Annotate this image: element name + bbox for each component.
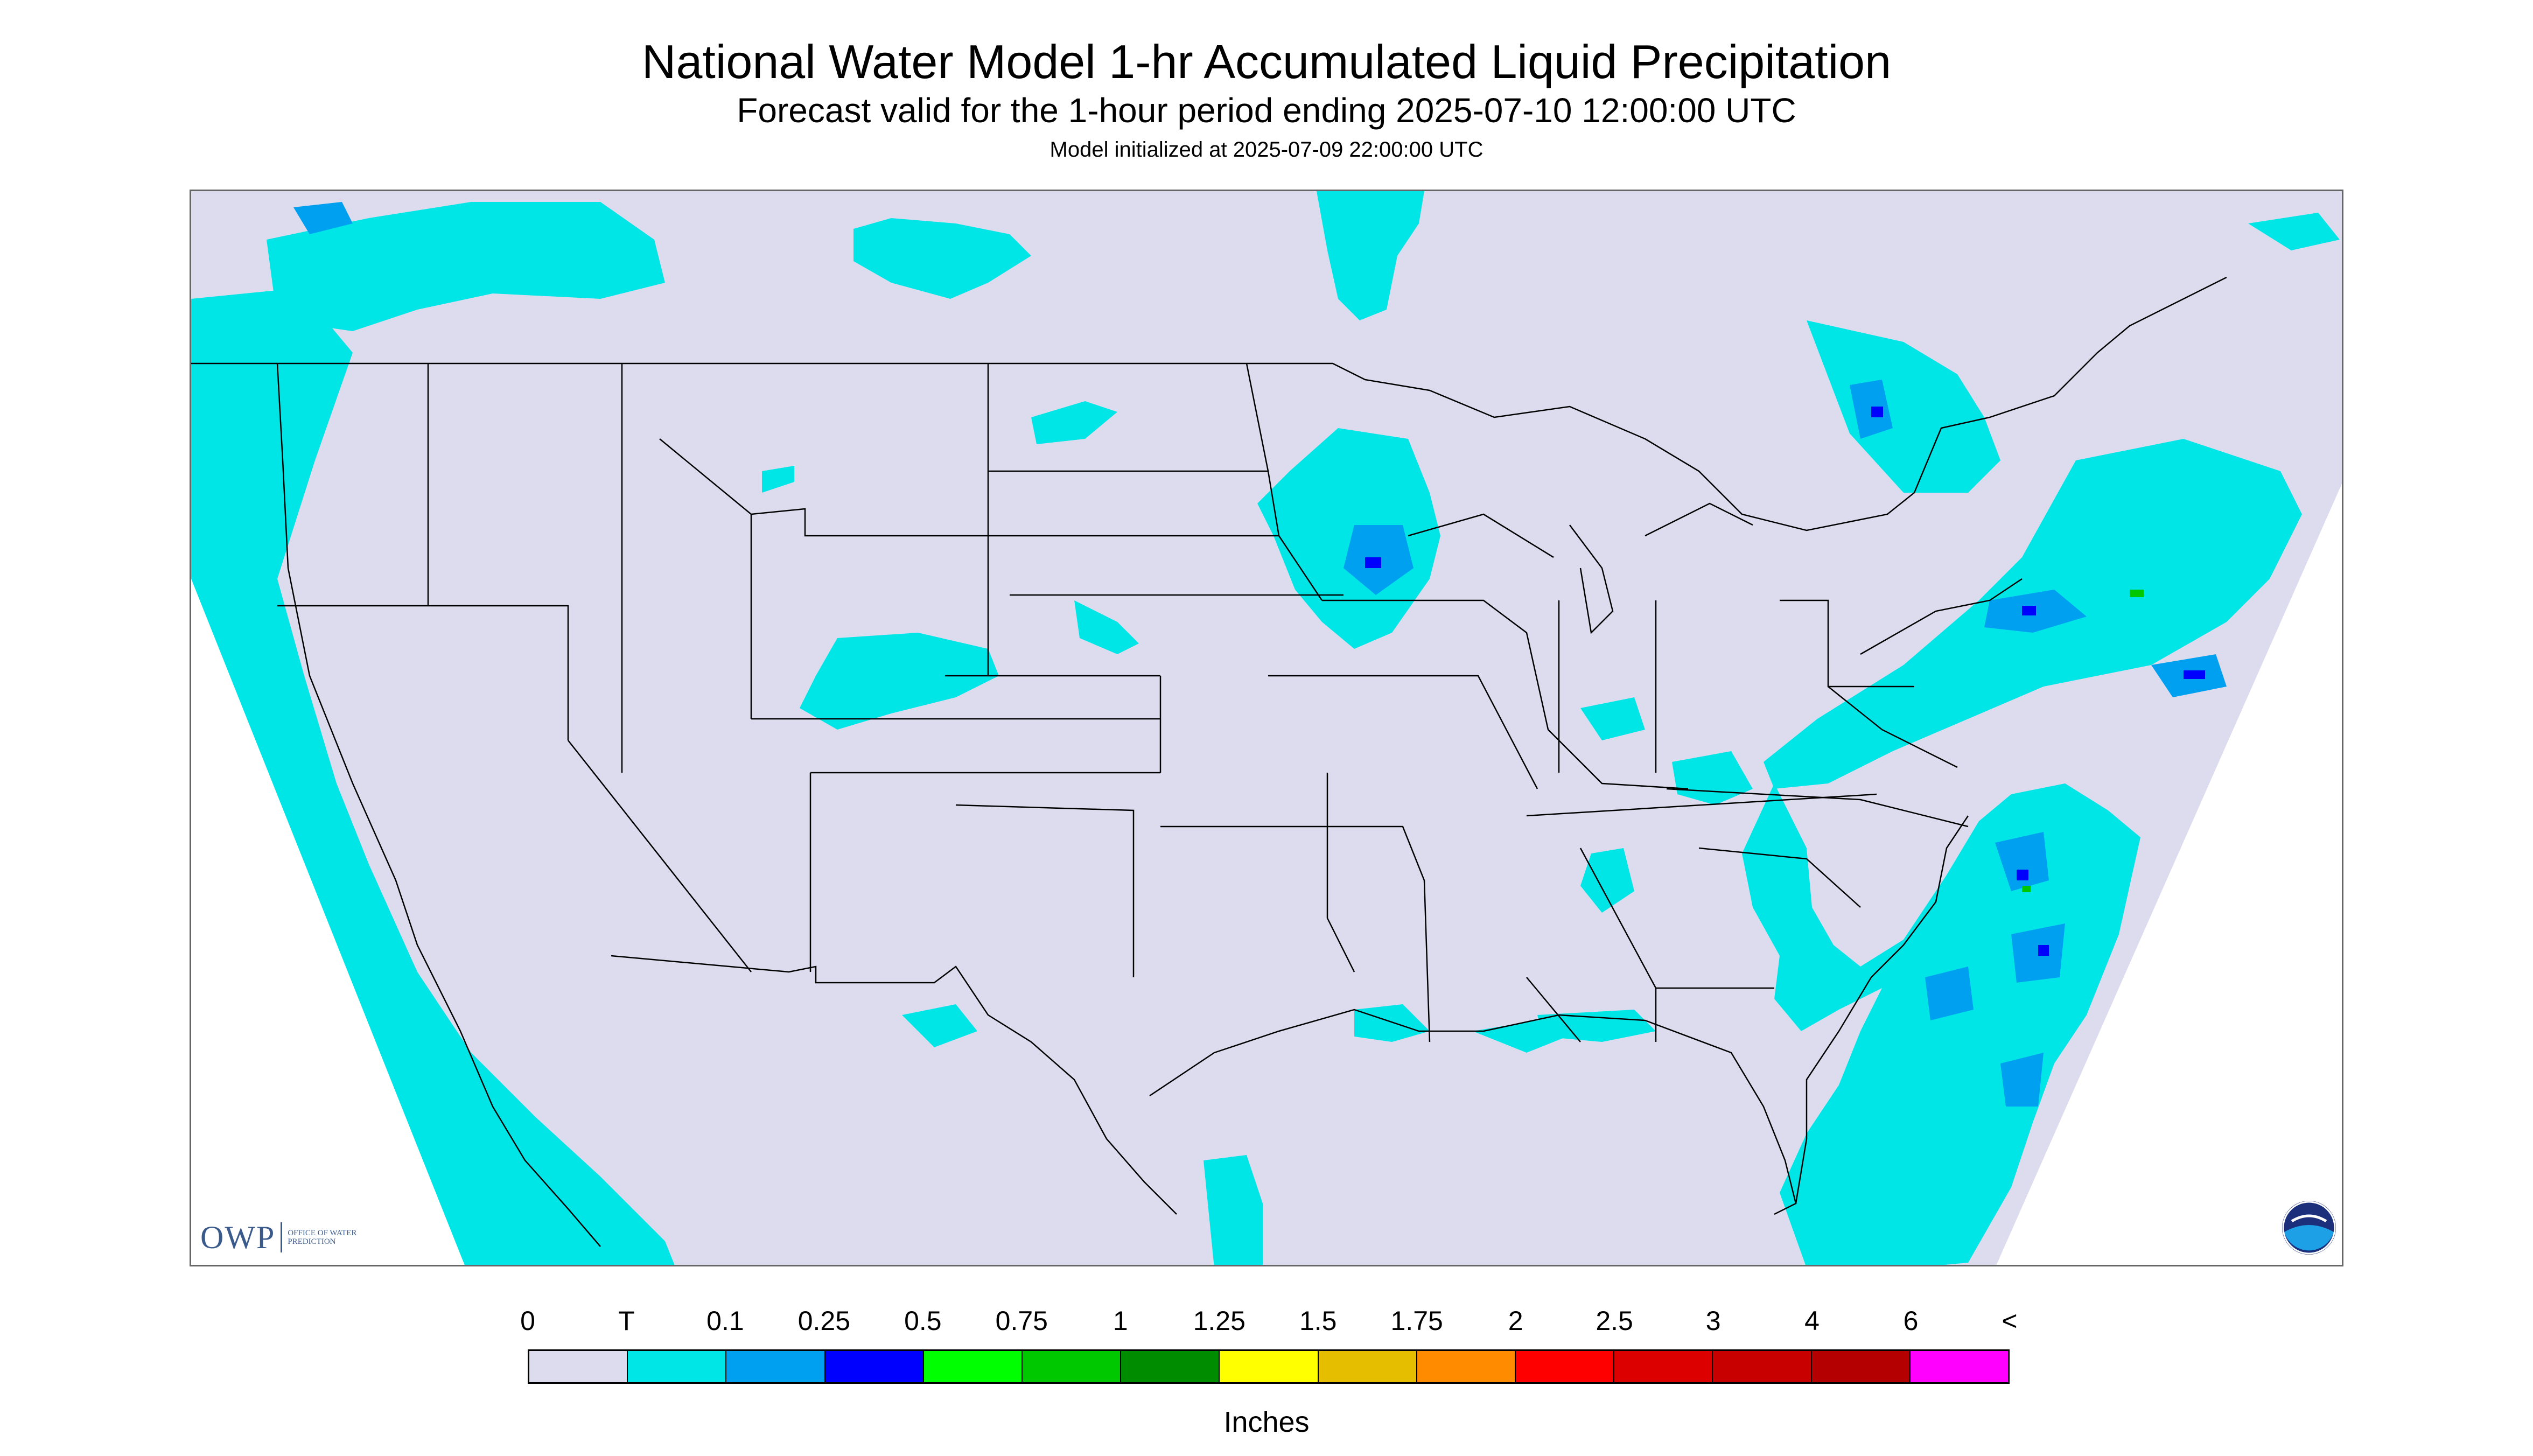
legend-tick-label: 1.25 — [1193, 1306, 1245, 1336]
precip-moderate-areas — [1365, 407, 2205, 956]
legend-tick-label: < — [2002, 1306, 2018, 1336]
map-title: National Water Model 1-hr Accumulated Li… — [641, 35, 1892, 88]
outside-domain-left — [191, 579, 465, 1265]
legend-units: Inches — [1223, 1406, 1310, 1438]
legend-swatch — [1121, 1351, 1220, 1382]
state-boundaries — [191, 276, 2227, 1215]
legend-tick-label: 2.5 — [1596, 1306, 1633, 1336]
map-subtitle: Forecast valid for the 1-hour period end… — [737, 91, 1796, 130]
coastlines — [276, 363, 1969, 1247]
legend-tick-label: 2 — [1508, 1306, 1523, 1336]
legend-swatch — [1023, 1351, 1122, 1382]
legend-swatch — [1910, 1351, 2009, 1382]
precipitation-map[interactable] — [190, 190, 2343, 1266]
legend-tick-label: T — [618, 1306, 635, 1336]
legend-swatch — [726, 1351, 825, 1382]
legend-swatch — [1318, 1351, 1417, 1382]
legend-tick-label: 4 — [1804, 1306, 1820, 1336]
model-init-line: Model initialized at 2025-07-09 22:00:00… — [1049, 138, 1484, 162]
legend-tick-label: 0.5 — [904, 1306, 942, 1336]
legend-swatch — [1713, 1351, 1812, 1382]
legend-tick-label: 6 — [1903, 1306, 1919, 1336]
legend-swatch — [1417, 1351, 1516, 1382]
legend-tick-label: 0.25 — [797, 1306, 851, 1336]
legend-tick-label: 0 — [520, 1306, 535, 1336]
noaa-logo-icon — [2282, 1201, 2336, 1255]
legend-swatch — [1516, 1351, 1615, 1382]
legend-swatch — [628, 1351, 727, 1382]
legend-swatch — [529, 1351, 628, 1382]
legend-swatch — [1614, 1351, 1713, 1382]
legend-tick-label: 3 — [1705, 1306, 1721, 1336]
legend-tick-label: 1 — [1112, 1306, 1128, 1336]
legend-swatch — [923, 1351, 1023, 1382]
owp-logo-divider — [281, 1222, 283, 1252]
legend-tick-label: 1.75 — [1390, 1306, 1443, 1336]
precip-trace-areas — [191, 191, 2340, 1265]
owp-logo-text: OFFICE OF WATER PREDICTION — [288, 1229, 357, 1246]
legend-colorbar — [528, 1349, 2010, 1384]
owp-logo: OWP OFFICE OF WATER PREDICTION — [200, 1219, 368, 1255]
legend-tick-label: 0.75 — [995, 1306, 1048, 1336]
legend-swatch — [825, 1351, 924, 1382]
legend-swatch — [1220, 1351, 1319, 1382]
legend-swatch — [1811, 1351, 1911, 1382]
legend-tick-label: 1.5 — [1299, 1306, 1337, 1336]
owp-logo-word: OWP — [200, 1219, 276, 1255]
legend-tick-label: 0.1 — [706, 1306, 744, 1336]
